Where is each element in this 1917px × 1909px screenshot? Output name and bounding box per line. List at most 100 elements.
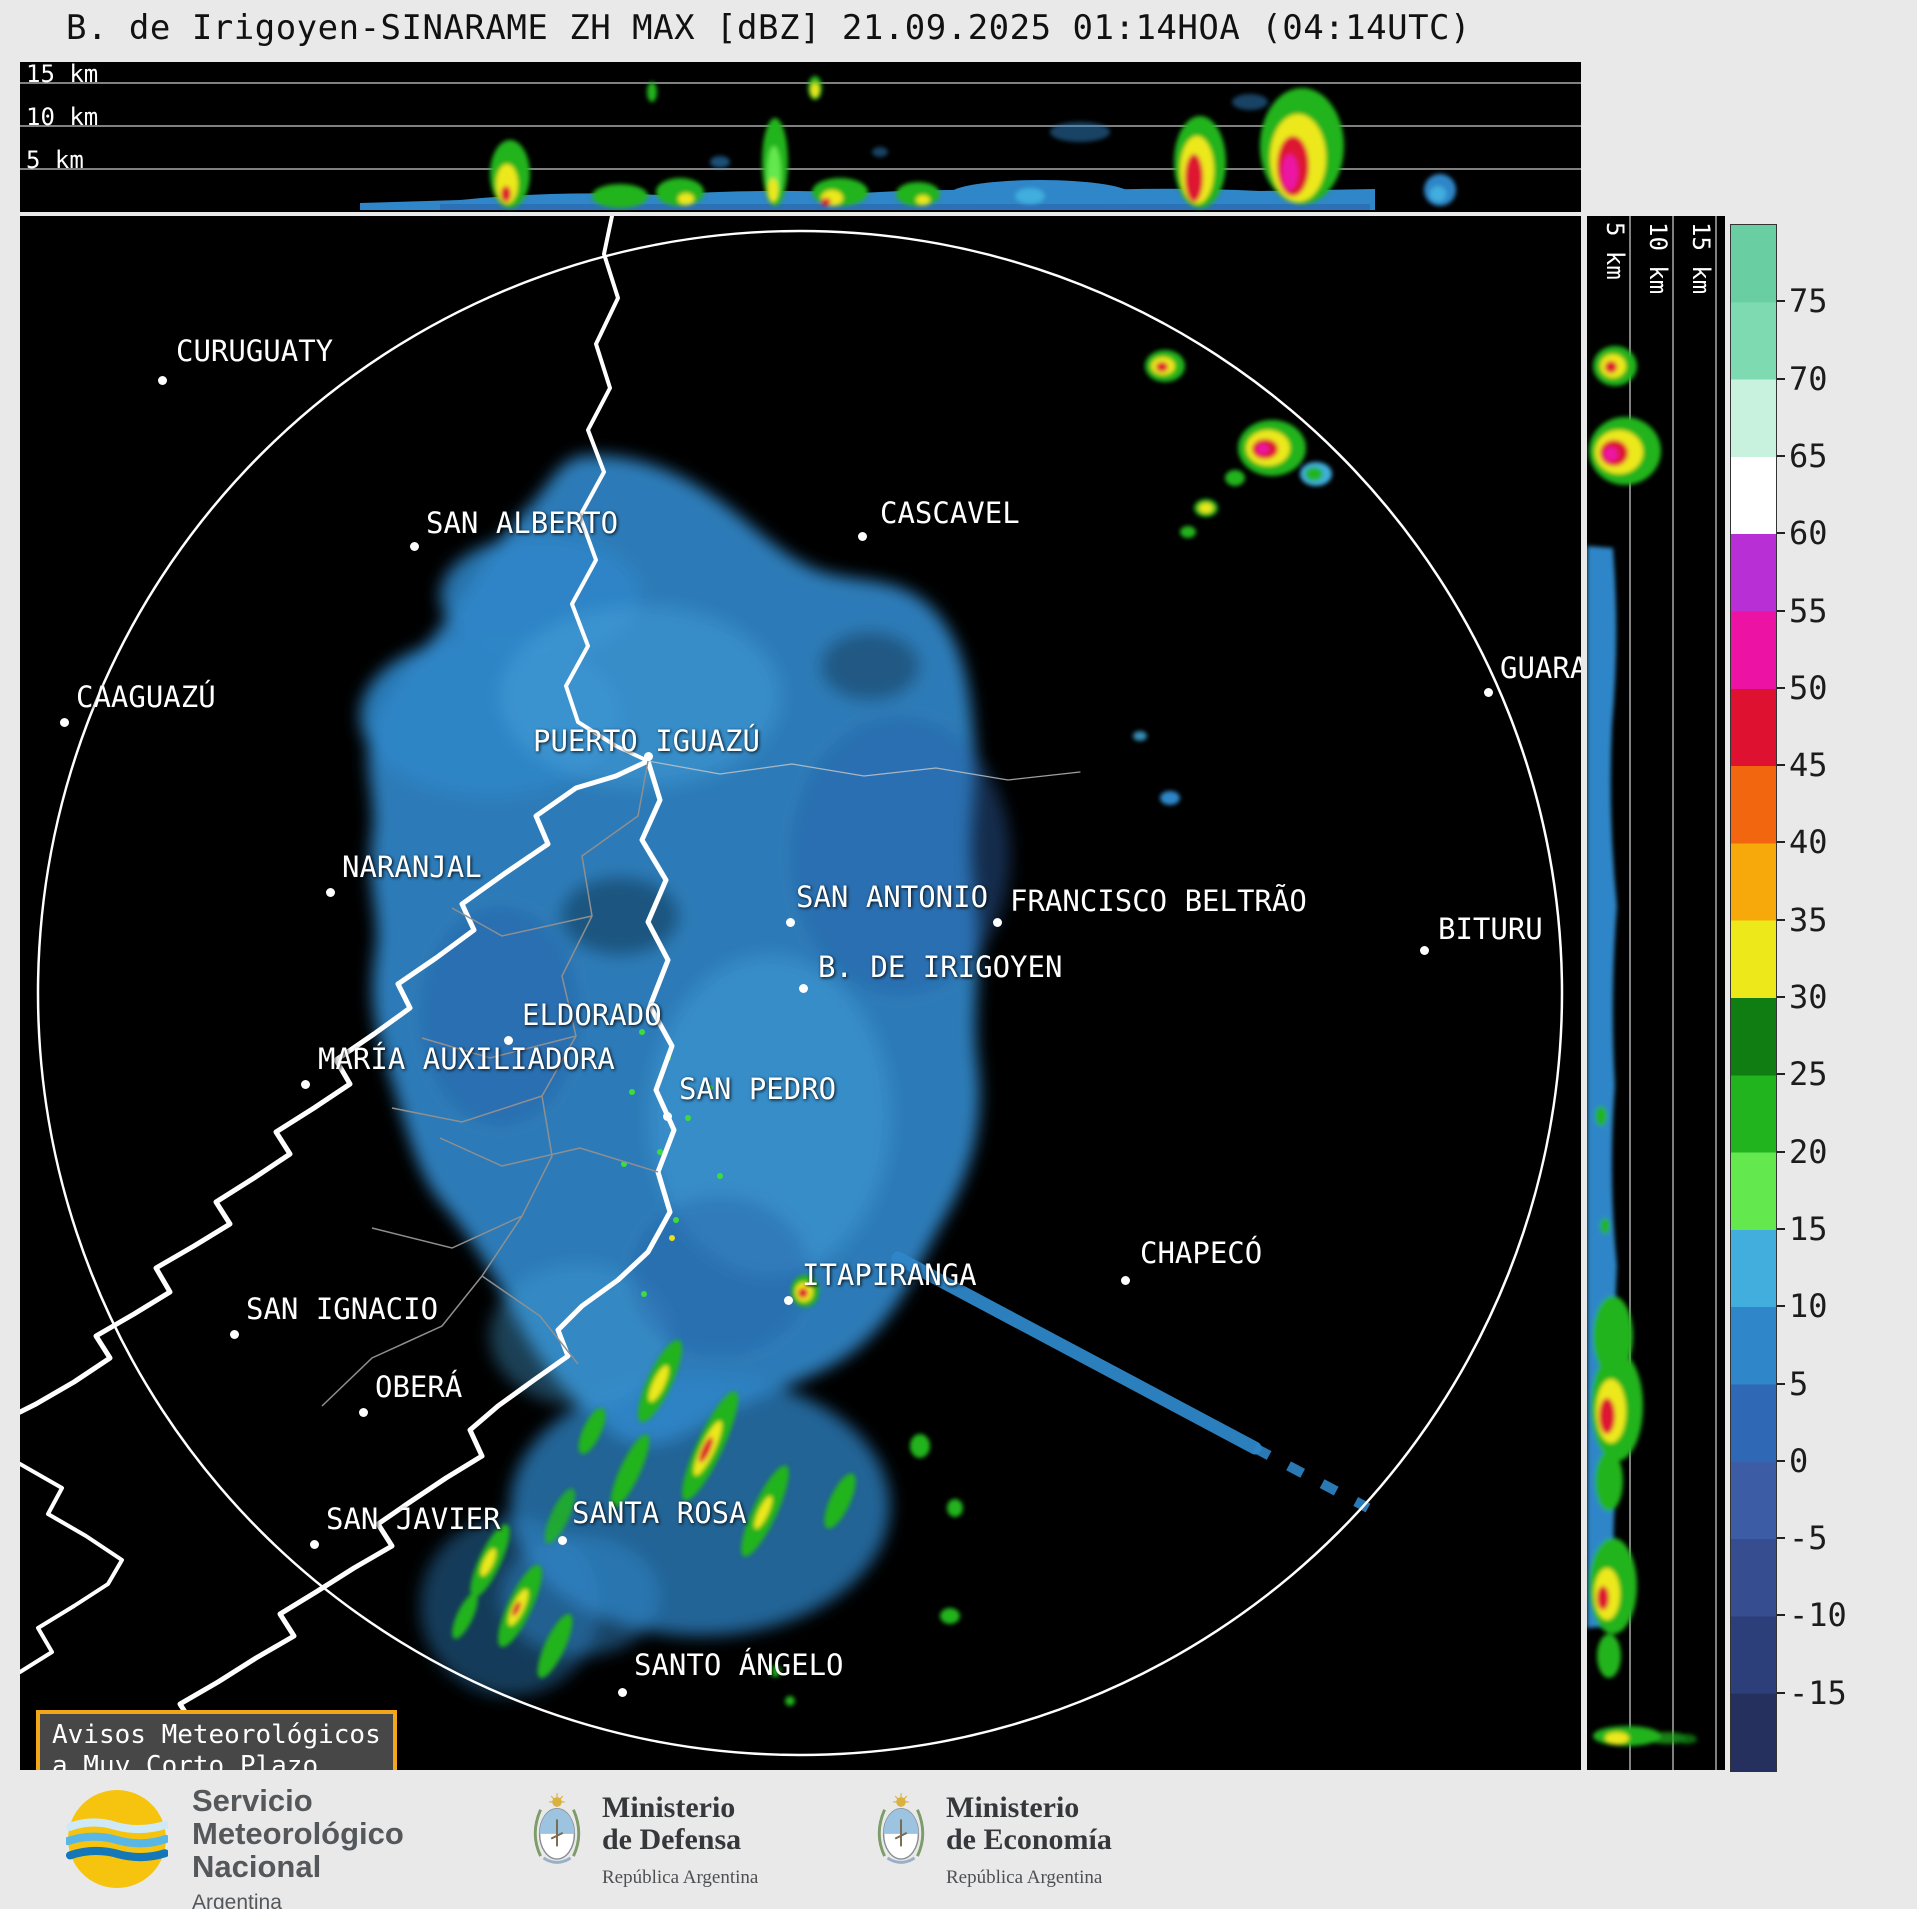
city-dot-itapiranga <box>784 1296 793 1305</box>
xz-cross-section-panel: 15 km 10 km 5 km <box>20 62 1581 212</box>
range-ring <box>36 229 1564 1757</box>
city-dot-naranjal <box>326 888 335 897</box>
page-title: B. de Irigoyen-SINARAME ZH MAX [dBZ] 21.… <box>66 8 1471 48</box>
colorbar-tick-label: 5 <box>1789 1364 1809 1403</box>
colorbar-tick-mark <box>1777 996 1785 998</box>
argentina-coat-of-arms-icon <box>533 1793 581 1864</box>
city-dot-francisco-beltr-o <box>993 918 1002 927</box>
city-dot-cascavel <box>858 532 867 541</box>
city-layer: CURUGUATY SAN ALBERTO CASCAVEL CAAGUAZÚ PUER… <box>20 216 1581 1770</box>
city-dot-santo-ngelo <box>618 1688 627 1697</box>
colorbar-tick-mark <box>1777 377 1785 380</box>
yz-cross-section-panel: 5 km 10 km 15 km <box>1587 216 1725 1770</box>
smn-line1: Servicio <box>192 1783 313 1818</box>
city-dot-mar-a-auxiliadora <box>301 1080 310 1089</box>
city-dot-curuguaty <box>158 376 167 385</box>
city-label-chapec: CHAPECÓ <box>1140 1236 1263 1270</box>
colorbar-tick-mark <box>1777 609 1785 612</box>
ministry-economia-wordmark: Ministerio de Economía República Argenti… <box>946 1792 1112 1894</box>
city-label-san-ignacio: SAN IGNACIO <box>246 1292 439 1326</box>
city-dot-eldorado <box>504 1036 513 1045</box>
city-dot-san-javier <box>310 1540 319 1549</box>
city-label-ober: OBERÁ <box>375 1370 463 1404</box>
city-dot-bituru <box>1420 946 1429 955</box>
dbz-colorbar-ticks: 75 70 65 60 55 50 45 40 35 30 25 20 15 10 5 0 -5 -10 -15 <box>1777 224 1897 1770</box>
municipal-boundaries <box>321 760 659 1407</box>
smn-line2: Meteorológico <box>192 1816 404 1851</box>
colorbar-tick-mark <box>1777 1382 1785 1385</box>
city-dot-ober <box>359 1408 368 1417</box>
colorbar-tick-label: 20 <box>1789 1132 1828 1171</box>
city-dot-santa-rosa <box>558 1536 567 1545</box>
colorbar-tick-label: 0 <box>1789 1441 1809 1480</box>
echo-blue-mass <box>360 455 1010 1696</box>
colorbar-tick-label: 45 <box>1789 746 1828 785</box>
warning-badge: Avisos Meteorológicos a Muy Corto Plazo <box>36 1710 397 1770</box>
city-label-caaguaz: CAAGUAZÚ <box>76 680 216 714</box>
city-dot-chapec <box>1121 1276 1130 1285</box>
city-dot-caaguaz <box>60 718 69 727</box>
xz-altitude-label-5km: 5 km <box>26 146 84 174</box>
colorbar-tick-label: 40 <box>1789 823 1828 862</box>
border-rivers <box>20 216 1081 1770</box>
city-label-san-antonio: SAN ANTONIO <box>796 880 989 914</box>
xz-altitude-label-15km: 15 km <box>26 60 99 88</box>
yz-altitude-label-15km: 15 km <box>1687 222 1715 295</box>
colorbar-tick-mark <box>1777 1073 1785 1076</box>
colorbar-tick-mark <box>1777 1691 1785 1694</box>
colorbar-tick-label: 50 <box>1789 668 1828 707</box>
colorbar-tick-label: 60 <box>1789 514 1828 553</box>
city-label-santa-rosa: SANTA ROSA <box>572 1496 747 1530</box>
colorbar-tick-label: -5 <box>1789 1519 1828 1558</box>
argentina-coat-of-arms-icon <box>877 1793 925 1864</box>
echo-sw-cells <box>452 1524 573 1679</box>
colorbar-tick-label: 30 <box>1789 978 1828 1016</box>
radar-map-panel: CURUGUATY SAN ALBERTO CASCAVEL CAAGUAZÚ PUER… <box>20 216 1581 1770</box>
city-dot-san-antonio <box>786 918 795 927</box>
dbz-colorbar <box>1730 224 1777 1772</box>
colorbar-tick-mark <box>1777 764 1785 767</box>
defensa-line1: Ministerio <box>602 1791 736 1824</box>
xz-echo-graphic <box>20 76 1581 210</box>
colorbar-tick-mark <box>1777 918 1785 921</box>
colorbar-tick-label: 35 <box>1789 900 1828 939</box>
economia-line1: Ministerio <box>946 1791 1080 1824</box>
city-dot-san-pedro <box>663 1112 672 1121</box>
yz-altitude-label-5km: 5 km <box>1601 222 1629 280</box>
colorbar-tick-mark <box>1777 1305 1785 1308</box>
smn-country: Argentina <box>192 1891 282 1909</box>
colorbar-tick-mark <box>1777 1537 1785 1540</box>
colorbar-tick-mark <box>1777 454 1785 457</box>
colorbar-tick-mark <box>1777 1227 1785 1230</box>
smn-line3: Nacional <box>192 1849 322 1884</box>
city-label-puerto-iguaz: PUERTO IGUAZÚ <box>533 724 760 758</box>
yz-altitude-label-10km: 10 km <box>1644 222 1672 295</box>
echo-se-spoke <box>891 1251 1371 1513</box>
city-label-guara: GUARA <box>1500 651 1581 685</box>
colorbar-tick-mark <box>1777 1459 1785 1462</box>
colorbar-tick-mark <box>1777 532 1785 535</box>
economia-sub: República Argentina <box>946 1867 1103 1888</box>
city-label-curuguaty: CURUGUATY <box>176 334 334 368</box>
echo-south-cells <box>544 1275 963 1706</box>
colorbar-tick-mark <box>1777 686 1785 689</box>
colorbar-tick-label: 10 <box>1789 1287 1828 1326</box>
city-label-san-javier: SAN JAVIER <box>326 1502 501 1536</box>
warning-line2: a Muy Corto Plazo <box>52 1751 319 1770</box>
colorbar-tick-label: 75 <box>1789 282 1828 321</box>
yz-echoes <box>1587 346 1697 1746</box>
echo-specks <box>615 1005 723 1297</box>
economia-line2: de Economía <box>946 1823 1112 1856</box>
city-label-itapiranga: ITAPIRANGA <box>802 1258 977 1292</box>
colorbar-tick-mark <box>1777 1150 1785 1153</box>
city-label-cascavel: CASCAVEL <box>880 496 1020 530</box>
colorbar-tick-label: -10 <box>1789 1596 1847 1635</box>
city-label-bituru: BITURU <box>1438 912 1543 946</box>
footer: Servicio Meteorológico Nacional Argentin… <box>0 1774 1917 1909</box>
city-label-san-pedro: SAN PEDRO <box>679 1072 837 1106</box>
xz-altitude-label-10km: 10 km <box>26 103 99 131</box>
city-dot-guara <box>1484 688 1493 697</box>
colorbar-tick-mark <box>1777 841 1785 844</box>
ministry-defensa-wordmark: Ministerio de Defensa República Argentin… <box>602 1792 758 1894</box>
